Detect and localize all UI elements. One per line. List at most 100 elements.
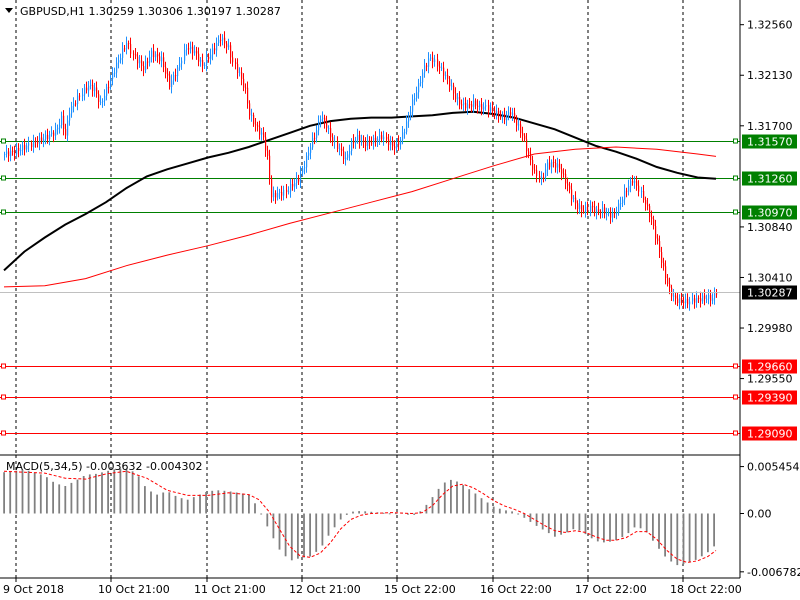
candle-body	[184, 49, 186, 61]
macd-histogram-bar	[364, 511, 367, 514]
candle-body	[253, 115, 255, 125]
candle-body	[22, 145, 24, 151]
candle-body	[106, 86, 108, 96]
candle-body	[96, 87, 98, 94]
candle-body	[328, 128, 330, 130]
level-handle[interactable]	[733, 138, 738, 144]
candle-body	[204, 65, 206, 66]
level-price-tag	[742, 171, 797, 186]
macd-histogram-bar	[652, 513, 654, 541]
candle-body	[383, 136, 385, 140]
candle-body	[494, 110, 496, 115]
level-handle[interactable]	[1, 394, 6, 400]
level-handle[interactable]	[733, 363, 738, 369]
price-axis[interactable]: 1.32560 1.32130 1.31700 1.30840 1.30410 1.299…	[740, 19, 793, 386]
candle-body	[349, 151, 351, 155]
macd-histogram-bar	[431, 497, 434, 514]
time-axis[interactable]: 9 Oct 2018 10 Oct 21:00 11 Oct 21:00 12 Oct…	[3, 578, 742, 596]
macd-histogram-bar	[290, 513, 293, 561]
level-handle[interactable]	[1, 209, 6, 215]
macd-histogram-bar	[260, 513, 263, 515]
level-tags: 1.31570 1.31260 1.30970 1.29660 1.29390 1.290…	[742, 134, 797, 441]
macd-histogram-bar	[468, 489, 471, 514]
candle-body	[404, 131, 406, 133]
candle-body	[402, 132, 404, 140]
candle-body	[232, 57, 234, 63]
macd-pane[interactable]: MACD(5,34,5) -0.003632 -0.004302	[3, 455, 717, 578]
candle-body	[437, 59, 439, 67]
candle-body	[141, 60, 143, 66]
candle-body	[114, 72, 116, 74]
candle-body	[179, 63, 181, 68]
candle-body	[135, 54, 137, 57]
candle-body	[167, 73, 169, 76]
candle-body	[661, 252, 663, 263]
candle-body	[271, 179, 273, 198]
candle-body	[10, 150, 12, 156]
candle-body	[175, 75, 177, 77]
macd-histogram-bar	[688, 513, 691, 563]
price-tick-label: 1.29550	[747, 373, 793, 386]
moving-average-line	[3, 110, 717, 272]
candle-body	[188, 48, 190, 50]
level-handle[interactable]	[1, 430, 6, 436]
macd-histogram-bar	[352, 511, 354, 514]
macd-histogram-bar	[144, 486, 146, 514]
macd-histogram-bar	[64, 486, 67, 514]
level-handle[interactable]	[733, 394, 738, 400]
level-handle[interactable]	[733, 175, 738, 181]
candle-body	[108, 86, 110, 88]
candle-body	[453, 85, 455, 94]
candle-body	[536, 170, 538, 176]
candle-body	[292, 184, 294, 187]
macd-histogram-bar	[88, 474, 91, 514]
candle-body	[259, 126, 261, 135]
candle-body	[84, 87, 86, 95]
candle-body	[190, 46, 192, 50]
candle-body	[355, 140, 357, 144]
candle-body	[555, 162, 557, 168]
macd-histogram-bar	[113, 469, 116, 514]
candle-body	[75, 103, 77, 105]
candle-body	[94, 87, 96, 92]
level-price-label: 1.29660	[747, 361, 793, 374]
candle-body	[412, 99, 414, 112]
macd-histogram-bar	[321, 513, 324, 546]
level-handle[interactable]	[1, 138, 6, 144]
level-handle[interactable]	[733, 430, 738, 436]
level-handle[interactable]	[1, 363, 6, 369]
candle-body	[306, 155, 308, 168]
candle-body	[198, 53, 200, 62]
macd-histogram-bar	[333, 513, 336, 528]
price-pane[interactable]: GBPUSD,H1 1.30259 1.30306 1.30197 1.3028…	[0, 0, 740, 455]
candle-body	[457, 97, 459, 100]
candle-body	[47, 134, 49, 140]
dropdown-arrow-icon[interactable]	[5, 8, 13, 13]
candle-body	[714, 293, 716, 299]
macd-histogram-bar	[603, 513, 605, 543]
candle-body	[445, 75, 447, 77]
macd-histogram-bar	[572, 513, 575, 530]
candle-body	[526, 139, 528, 152]
candle-body	[702, 295, 704, 302]
candle-body	[363, 140, 365, 143]
candle-body	[514, 113, 516, 120]
macd-histogram-bar	[278, 513, 281, 550]
candle-body	[279, 191, 281, 193]
candle-body	[561, 169, 563, 174]
macd-histogram-bar	[547, 513, 550, 534]
candle-body	[496, 110, 498, 115]
candle-body	[206, 57, 208, 65]
price-tick-label: 1.31700	[747, 120, 793, 133]
level-handle[interactable]	[1, 175, 6, 181]
candle-body	[124, 48, 126, 50]
macd-histogram-bar	[370, 511, 373, 514]
level-price-tag	[742, 134, 797, 149]
level-handle[interactable]	[733, 209, 738, 215]
candle-body	[461, 104, 463, 106]
candle-body	[600, 211, 602, 213]
candle-body	[636, 181, 638, 186]
candle-body	[169, 75, 171, 87]
macd-histogram-bar	[345, 513, 348, 515]
